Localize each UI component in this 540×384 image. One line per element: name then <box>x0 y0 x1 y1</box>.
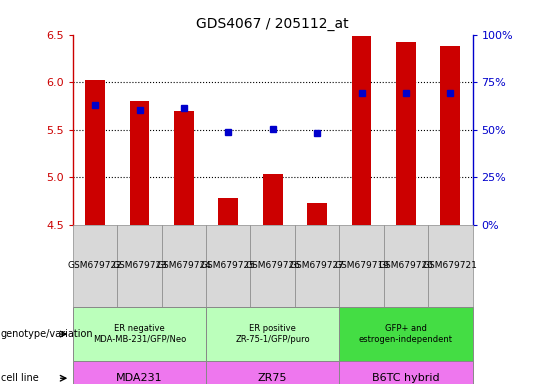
Bar <box>85 80 105 225</box>
Bar <box>174 111 194 225</box>
Text: ZR75: ZR75 <box>258 373 287 383</box>
Text: MDA231: MDA231 <box>116 373 163 383</box>
Bar <box>307 203 327 225</box>
Text: GSM679721: GSM679721 <box>423 262 478 270</box>
Text: genotype/variation: genotype/variation <box>1 329 93 339</box>
Bar <box>130 101 150 225</box>
Title: GDS4067 / 205112_at: GDS4067 / 205112_at <box>197 17 349 31</box>
Bar <box>352 36 372 225</box>
Text: GSM679719: GSM679719 <box>334 262 389 270</box>
Text: GSM679722: GSM679722 <box>68 262 123 270</box>
Bar <box>262 174 283 225</box>
Bar <box>396 42 416 225</box>
Text: GSM679720: GSM679720 <box>379 262 433 270</box>
Text: GSM679723: GSM679723 <box>112 262 167 270</box>
Text: GSM679725: GSM679725 <box>201 262 256 270</box>
Text: GSM679724: GSM679724 <box>157 262 211 270</box>
Text: GSM679726: GSM679726 <box>245 262 300 270</box>
Text: B6TC hybrid: B6TC hybrid <box>372 373 440 383</box>
Text: ER negative
MDA-MB-231/GFP/Neo: ER negative MDA-MB-231/GFP/Neo <box>93 324 186 344</box>
Text: ER positive
ZR-75-1/GFP/puro: ER positive ZR-75-1/GFP/puro <box>235 324 310 344</box>
Text: cell line: cell line <box>1 373 38 383</box>
Bar <box>440 46 460 225</box>
Text: GSM679727: GSM679727 <box>289 262 345 270</box>
Text: GFP+ and
estrogen-independent: GFP+ and estrogen-independent <box>359 324 453 344</box>
Bar <box>218 198 238 225</box>
